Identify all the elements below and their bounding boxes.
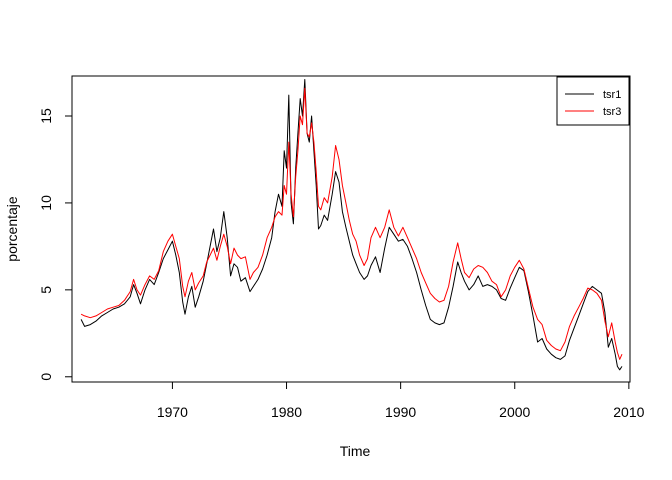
y-tick-label-0: 0 <box>38 373 54 381</box>
y-tick-label-10: 10 <box>38 195 54 211</box>
x-tick-label-1990: 1990 <box>385 404 416 420</box>
y-axis: 0 5 10 15 <box>38 108 73 381</box>
legend: tsr1 tsr3 <box>556 76 630 126</box>
series-layer <box>80 79 623 371</box>
x-axis-label: Time <box>340 443 371 459</box>
legend-box <box>556 76 630 126</box>
x-tick-label-2010: 2010 <box>613 404 644 420</box>
x-tick-label-2000: 2000 <box>499 404 530 420</box>
y-tick-label-15: 15 <box>38 108 54 124</box>
x-axis: 1970 1980 1990 2000 2010 <box>157 381 645 420</box>
x-tick-label-1980: 1980 <box>271 404 302 420</box>
series-line-tsr1 <box>80 79 623 371</box>
series-line-tsr3 <box>80 87 623 360</box>
y-tick-label-5: 5 <box>38 286 54 294</box>
legend-label-tsr3: tsr3 <box>603 106 621 118</box>
legend-label-tsr1: tsr1 <box>603 89 621 101</box>
y-axis-label: porcentaje <box>4 196 20 262</box>
x-tick-label-1970: 1970 <box>157 404 188 420</box>
